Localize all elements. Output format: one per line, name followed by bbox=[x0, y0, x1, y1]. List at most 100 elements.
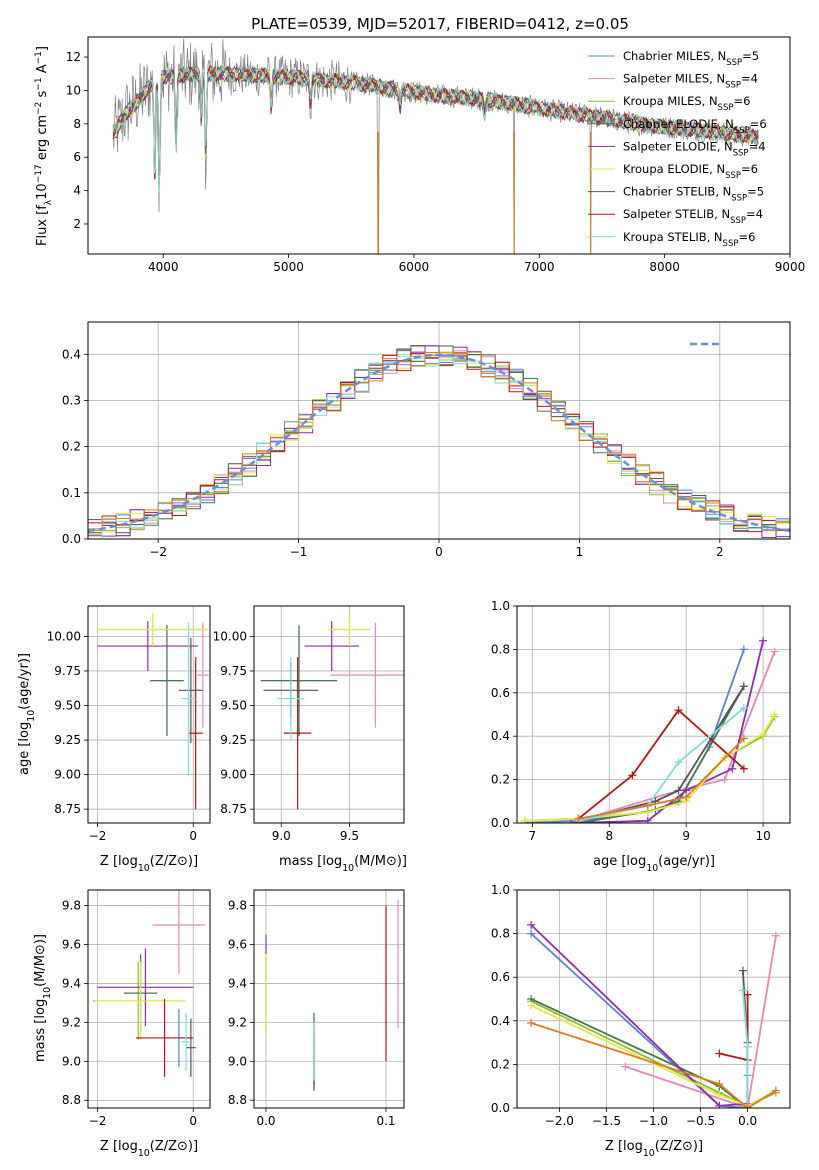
gaussian-curve bbox=[88, 353, 790, 533]
x-tick-label: 0 bbox=[435, 545, 443, 559]
x-tick-label: −2 bbox=[89, 829, 107, 843]
x-axis-label: Z [log10(Z/Z⊙)] bbox=[605, 1139, 703, 1159]
mass-weight-marker bbox=[771, 1086, 780, 1095]
y-tick-label: 8.75 bbox=[54, 802, 81, 816]
y-tick-label: 0.2 bbox=[491, 773, 510, 787]
model-spectrum bbox=[112, 66, 759, 187]
x-tick-label: 5000 bbox=[273, 260, 304, 274]
panel-4: 7 8 9 10 0.0 0.2 0.4 0.6 0.8 1.0 age [log10(age/yr… bbox=[491, 599, 791, 874]
x-tick-label: 9.0 bbox=[272, 829, 291, 843]
y-tick-label: 9.8 bbox=[62, 899, 81, 913]
axes-frame bbox=[87, 889, 211, 1109]
x-axis-label: age [log10(age/yr)] bbox=[593, 854, 715, 874]
y-tick-label: 1.0 bbox=[491, 599, 510, 613]
y-tick-label: 9.8 bbox=[228, 899, 247, 913]
y-tick-label: 0.6 bbox=[491, 686, 510, 700]
x-tick-label: −2 bbox=[89, 1114, 107, 1128]
mass-weight-marker bbox=[674, 758, 683, 767]
y-tick-label: 0.8 bbox=[491, 927, 510, 941]
mass-weight-marker bbox=[715, 1080, 724, 1089]
chart-title: PLATE=0539, MJD=52017, FIBERID=0412, z=0… bbox=[251, 15, 629, 33]
plot-area bbox=[517, 606, 790, 823]
y-tick-label: 9.2 bbox=[62, 1015, 81, 1029]
axes-frame bbox=[253, 889, 405, 1109]
y-tick-label: 10.00 bbox=[47, 629, 81, 643]
y-tick-label: 9.4 bbox=[228, 976, 247, 990]
y-tick-label: 8 bbox=[73, 117, 81, 131]
residual-histogram bbox=[88, 356, 790, 539]
mass-weight-marker bbox=[771, 931, 780, 940]
x-tick-label: 9 bbox=[682, 829, 690, 843]
mass-weight-marker bbox=[715, 1049, 724, 1058]
mass-weight-marker bbox=[770, 710, 779, 719]
plot-area bbox=[517, 890, 790, 1108]
y-tick-label: 9.0 bbox=[62, 1054, 81, 1068]
plot-area bbox=[112, 38, 759, 254]
x-tick-label: 7000 bbox=[524, 260, 555, 274]
y-tick-label: 6 bbox=[73, 150, 81, 164]
legend-entry: Kroupa ELODIE, NSSP=6 bbox=[623, 162, 758, 181]
mass-weight-marker bbox=[743, 990, 752, 999]
mass-weight-marker bbox=[720, 775, 729, 784]
plot-area bbox=[88, 890, 210, 1108]
x-tick-label: 0.0 bbox=[738, 1114, 757, 1128]
legend-entry: Salpeter STELIB, NSSP=4 bbox=[623, 207, 763, 226]
mass-weight-marker bbox=[759, 730, 768, 739]
y-axis-label: age [log10(age/yr)] bbox=[17, 653, 37, 775]
y-tick-label: 9.6 bbox=[228, 938, 247, 952]
x-tick-label: −2.0 bbox=[545, 1114, 574, 1128]
x-tick-label: 1 bbox=[576, 545, 584, 559]
y-tick-label: 0.1 bbox=[62, 486, 81, 500]
y-tick-label: 8.8 bbox=[62, 1093, 81, 1107]
legend-entry: Salpeter MILES, NSSP=4 bbox=[623, 72, 758, 91]
panel-2: −2 0 8.75 9.00 9.25 9.50 9.75 10.00 Z [log10(Z/Z… bbox=[17, 605, 211, 874]
mass-weight-marker bbox=[621, 1062, 630, 1071]
axes-frame bbox=[87, 605, 211, 824]
mass-weight-marker bbox=[715, 1090, 724, 1099]
y-tick-label: 9.50 bbox=[220, 699, 247, 713]
x-tick-label: 8 bbox=[605, 829, 613, 843]
y-tick-label: 9.6 bbox=[62, 938, 81, 952]
y-tick-label: 9.25 bbox=[54, 733, 81, 747]
y-tick-label: 10 bbox=[66, 83, 81, 97]
mass-weight-marker bbox=[739, 734, 748, 743]
mass-weight-marker bbox=[759, 636, 768, 645]
x-tick-label: 2 bbox=[716, 545, 724, 559]
y-tick-label: 0.0 bbox=[62, 532, 81, 546]
mass-weight-marker bbox=[682, 792, 691, 801]
y-tick-label: 9.0 bbox=[228, 1054, 247, 1068]
y-tick-label: 0.8 bbox=[491, 642, 510, 656]
legend-entry: Salpeter ELODIE, NSSP=4 bbox=[623, 139, 766, 158]
x-axis-label: Z [log10(Z/Z⊙)] bbox=[100, 854, 198, 874]
x-tick-label: 0 bbox=[189, 829, 197, 843]
axes-frame bbox=[87, 321, 791, 540]
y-tick-label: 0.2 bbox=[491, 1057, 510, 1071]
mass-weight-marker bbox=[527, 1018, 536, 1027]
legend-entry: Chabrier ELODIE, NSSP=6 bbox=[623, 117, 767, 136]
y-tick-label: 9.00 bbox=[54, 768, 81, 782]
x-axis-label: mass [log10(M/M⊙)] bbox=[279, 854, 407, 874]
residual-histogram bbox=[88, 351, 790, 539]
axes-frame bbox=[516, 889, 791, 1109]
x-tick-label: −1.5 bbox=[592, 1114, 621, 1128]
panel-1: −2 −1 0 1 2 0.0 0.1 0.2 0.3 0.4 bbox=[62, 321, 791, 559]
mass-weight-marker bbox=[527, 920, 536, 929]
y-tick-label: 9.2 bbox=[228, 1015, 247, 1029]
x-tick-label: 9000 bbox=[775, 260, 806, 274]
y-tick-label: 0.0 bbox=[491, 1101, 510, 1115]
plot-area bbox=[88, 606, 210, 823]
x-tick-label: 9.5 bbox=[340, 829, 359, 843]
mass-weight-marker bbox=[743, 1042, 752, 1051]
y-tick-label: 4 bbox=[73, 184, 81, 198]
y-tick-label: 10.00 bbox=[213, 629, 247, 643]
mass-weight-marker bbox=[674, 706, 683, 715]
y-tick-label: 9.00 bbox=[220, 768, 247, 782]
model-spectrum bbox=[112, 65, 759, 193]
x-axis-label: Z [log10(Z/Z⊙)] bbox=[100, 1139, 198, 1159]
y-axis-label: Flux [fλ10−17 erg cm−2 s−1 A−1] bbox=[34, 46, 54, 246]
mass-weight-marker bbox=[770, 647, 779, 656]
y-tick-label: 0.4 bbox=[491, 729, 510, 743]
